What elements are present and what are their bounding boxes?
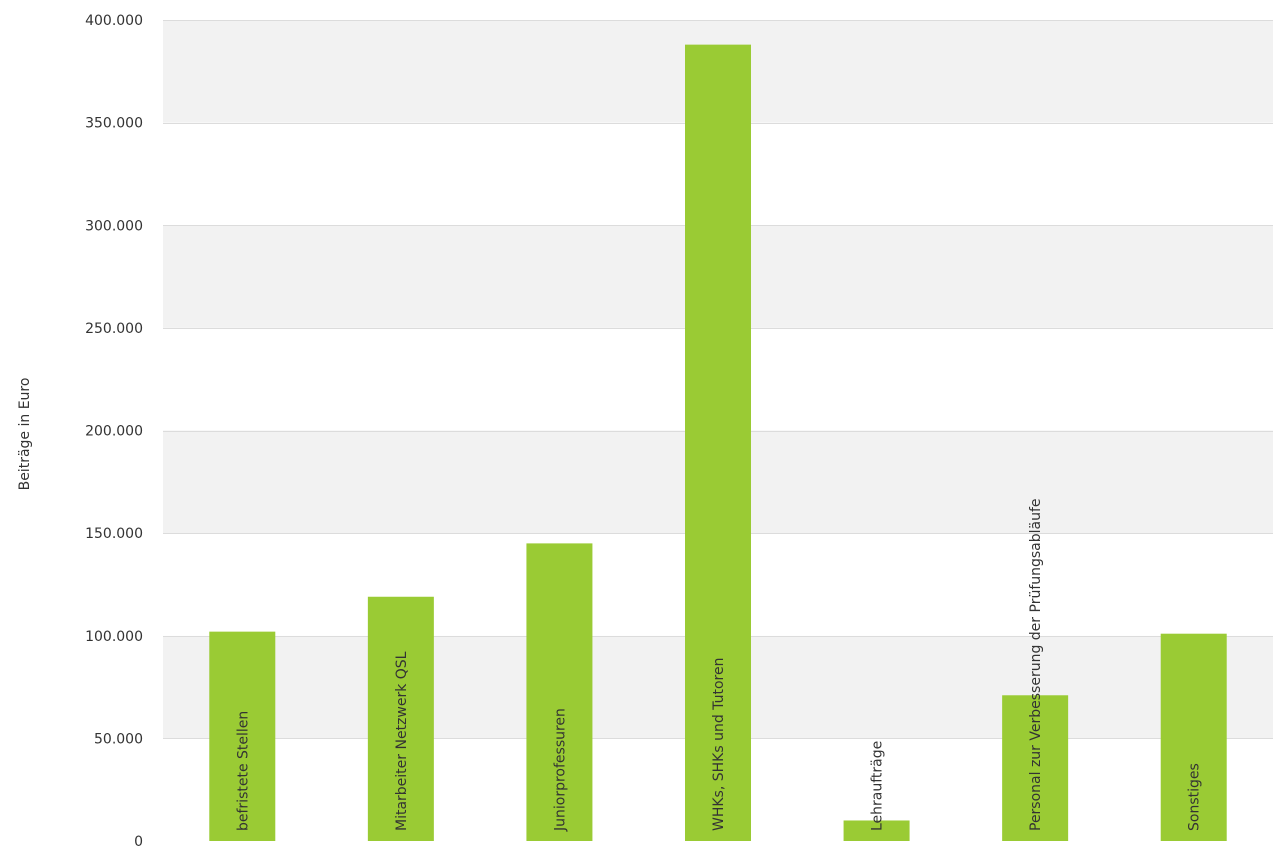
y-tick-label: 50.000 — [94, 731, 143, 747]
y-axis-label: Beiträge in Euro — [17, 378, 33, 491]
bar — [1160, 633, 1227, 841]
y-tick-label: 250.000 — [85, 321, 143, 337]
bar-category-label: Mitarbeiter Netzwerk QSL — [394, 651, 410, 831]
bar — [1002, 695, 1069, 841]
y-tick-label: 0 — [134, 834, 143, 847]
bar-category-label: befristete Stellen — [235, 711, 251, 831]
bar-labels: befristete Stellen Mitarbeiter Netzwerk Q… — [235, 498, 1202, 832]
y-tick-label: 100.000 — [85, 629, 143, 645]
bar-category-label: Sonstiges — [1187, 763, 1203, 831]
y-tick-label: 200.000 — [85, 424, 143, 440]
y-axis-ticks: 0 50.000 100.000 150.000 200.000 250.000 300.0… — [85, 13, 143, 850]
bar-category-label: Personal zur Verbesserung der Prüfungsab… — [1028, 498, 1044, 831]
bar — [843, 820, 910, 841]
bar-category-label: Juniorprofessuren — [552, 708, 568, 832]
bar-category-label: WHKs, SHKs und Tutoren — [711, 658, 727, 831]
bar — [367, 596, 434, 841]
y-tick-label: 350.000 — [85, 116, 143, 132]
bar — [685, 44, 751, 841]
bars — [209, 44, 1227, 841]
bar — [209, 631, 276, 841]
bar — [526, 543, 593, 841]
bar-category-label: Lehraufträge — [870, 741, 886, 831]
y-tick-label: 300.000 — [85, 218, 143, 234]
y-tick-label: 150.000 — [85, 526, 143, 542]
y-tick-label: 400.000 — [85, 13, 143, 29]
